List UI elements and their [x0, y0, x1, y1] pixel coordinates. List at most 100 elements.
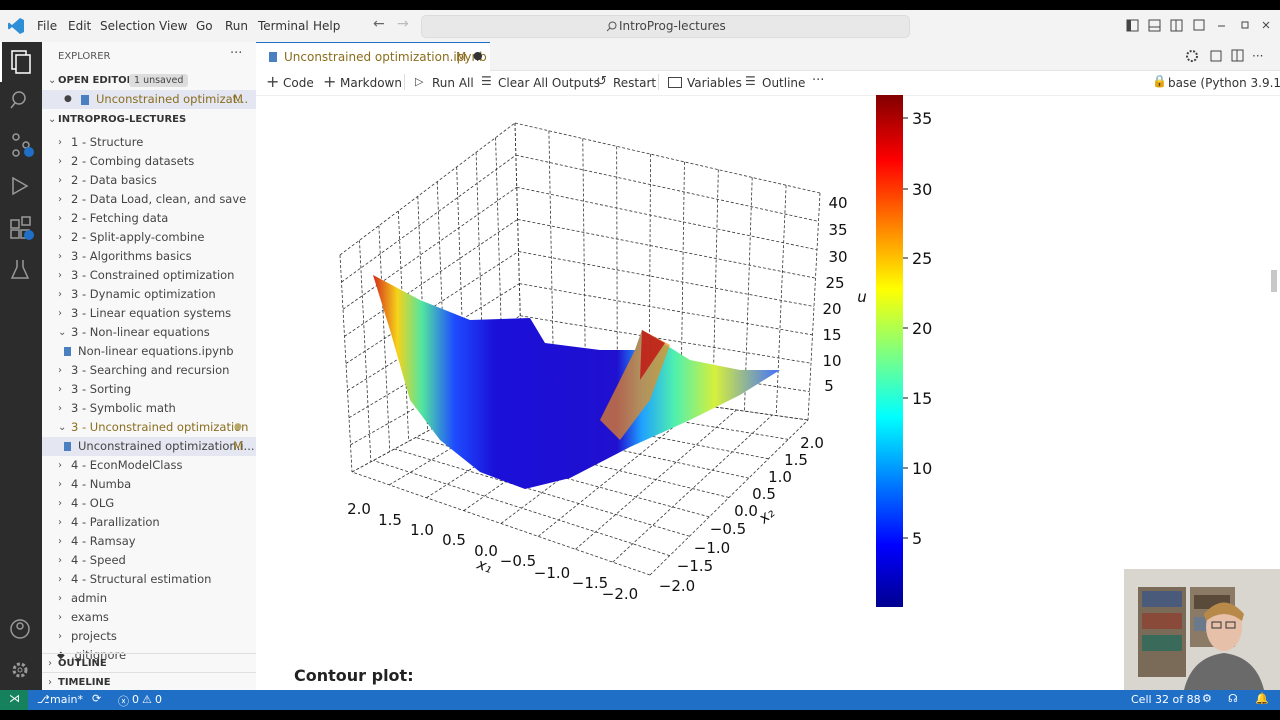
tick-label: 0.5	[752, 485, 776, 503]
tree-item[interactable]: › projects	[42, 627, 256, 646]
tree-item[interactable]: › 3 - Sorting	[42, 380, 256, 399]
tick-label: 0.0	[474, 542, 498, 560]
item-label: 4 - Numba	[71, 477, 132, 491]
menu-item[interactable]: Edit	[68, 19, 92, 33]
scrollbar[interactable]	[1271, 270, 1277, 292]
window-controls	[1126, 19, 1270, 32]
error-count[interactable]: 0	[132, 693, 139, 706]
open-editor-item[interactable]: ● Unconstrained optimizat... M	[42, 90, 256, 109]
back-button[interactable]: ←	[373, 16, 385, 32]
outline-header[interactable]: › OUTLINE	[42, 653, 256, 673]
tree-item[interactable]: › 4 - Numba	[42, 475, 256, 494]
tree-item[interactable]: › 3 - Symbolic math	[42, 399, 256, 418]
toolbar-button[interactable]: Clear All Outputs	[498, 76, 600, 90]
item-label: 4 - OLG	[71, 496, 115, 510]
activity-icons	[0, 42, 34, 678]
item-label: 3 - Non-linear equations	[71, 325, 210, 339]
tree-item[interactable]: › 3 - Searching and recursion	[42, 361, 256, 380]
grid-line	[517, 218, 816, 279]
cell-indicator[interactable]: Cell 32 of 88	[1131, 693, 1201, 706]
tree-item[interactable]: › 3 - Linear equation systems	[42, 304, 256, 323]
tick-label: 5	[912, 529, 922, 548]
tree-item[interactable]: › 1 - Structure	[42, 133, 256, 152]
item-label: 3 - Constrained optimization	[71, 268, 235, 282]
warning-count[interactable]: 0	[155, 693, 162, 706]
tree-item[interactable]: Non-linear equations.ipynb	[42, 342, 256, 361]
section-header: OUTLINE	[58, 658, 107, 669]
kernel-picker[interactable]: base (Python 3.9.15)	[1168, 76, 1280, 90]
tree-item[interactable]: › 4 - Speed	[42, 551, 256, 570]
menu-item[interactable]: Run	[225, 19, 249, 33]
chevron: ›	[58, 289, 62, 300]
tick-label: −0.5	[500, 552, 536, 570]
chevron: ›	[58, 460, 62, 471]
tree-item[interactable]: › 2 - Combing datasets	[42, 152, 256, 171]
tick-label: 1.5	[378, 511, 402, 529]
tree-item[interactable]: › 2 - Split-apply-combine	[42, 228, 256, 247]
tree-item[interactable]: ⌄ 3 - Unconstrained optimization ●	[42, 418, 256, 437]
open-editors-header[interactable]: ⌄ OPEN EDITORS 1 unsaved	[42, 71, 256, 90]
markdown-heading: Contour plot:	[294, 666, 414, 685]
chevron: ›	[58, 308, 62, 319]
tick-label: 15	[822, 326, 841, 344]
toolbar-button[interactable]: Outline	[762, 76, 806, 90]
tree-item[interactable]: › 4 - Ramsay	[42, 532, 256, 551]
more-actions[interactable]: ···	[230, 46, 243, 61]
chevron: ›	[58, 498, 62, 509]
tick-label: 25	[825, 274, 844, 292]
tab-status: M	[456, 50, 467, 64]
tree-item[interactable]: › 2 - Fetching data	[42, 209, 256, 228]
menu-item[interactable]: Go	[196, 19, 213, 33]
toolbar-button[interactable]: Variables	[687, 76, 742, 90]
tree-item[interactable]: › admin	[42, 589, 256, 608]
title-bar: File Edit Selection View Go Run Terminal…	[0, 10, 1280, 42]
remote-indicator[interactable]: ⋊	[0, 690, 28, 710]
grid-line	[378, 225, 391, 452]
workspace-header[interactable]: ⌄ INTROPROG-LECTURES	[42, 110, 256, 129]
webcam-feed	[1124, 569, 1280, 690]
tick-label: −1.0	[534, 564, 570, 582]
tree-item[interactable]: ⌄ 3 - Non-linear equations	[42, 323, 256, 342]
vscode-logo	[8, 18, 24, 34]
tree-item[interactable]: › 4 - EconModelClass	[42, 456, 256, 475]
tree-item[interactable]: › exams	[42, 608, 256, 627]
open-editor-name: Unconstrained optimizat...	[96, 92, 249, 106]
grid-line	[518, 251, 815, 307]
item-label: 1 - Structure	[71, 135, 144, 149]
toolbar-button[interactable]: Code	[283, 76, 314, 90]
toolbar-button[interactable]: Restart	[613, 76, 657, 90]
git-branch[interactable]: main*	[50, 693, 83, 706]
tree-item[interactable]: › 4 - OLG	[42, 494, 256, 513]
toolbar-button[interactable]: Markdown	[340, 76, 402, 90]
svg-text:···: ···	[1252, 49, 1263, 63]
tick-label: 0.0	[734, 502, 758, 520]
tree-item[interactable]: › 3 - Dynamic optimization	[42, 285, 256, 304]
command-center[interactable]: IntroProg-lectures	[421, 15, 910, 38]
tree-item[interactable]: ◆ .gitignore	[42, 646, 256, 665]
item-label: 2 - Data basics	[71, 173, 157, 187]
tick-label: −2.0	[659, 577, 695, 595]
menu-item[interactable]: View	[159, 19, 188, 33]
item-label: 3 - Searching and recursion	[71, 363, 230, 377]
tree-item[interactable]: › 3 - Constrained optimization	[42, 266, 256, 285]
grid-line	[339, 122, 516, 256]
item-label: projects	[71, 629, 117, 643]
tree-item[interactable]: Unconstrained optimization.i... M	[42, 437, 256, 456]
timeline-header[interactable]: › TIMELINE	[42, 672, 256, 690]
toolbar-button[interactable]: Run All	[432, 76, 474, 90]
tree-item[interactable]: › 4 - Parallization	[42, 513, 256, 532]
tree-item[interactable]: › 3 - Algorithms basics	[42, 247, 256, 266]
menu-item[interactable]: Terminal	[258, 19, 309, 33]
menu-item[interactable]: File	[37, 19, 58, 33]
status-bar: ⋊ ⎇ main* ⟳ ⓧ 0 ⚠ 0 Cell 32 of 88 ⚙ ☊ 🔔	[0, 690, 1280, 710]
menu-item[interactable]: Help	[313, 19, 341, 33]
forward-button[interactable]: →	[397, 16, 409, 32]
item-label: 4 - Structural estimation	[71, 572, 212, 586]
unsaved-badge: 1 unsaved	[129, 74, 189, 87]
tree-item[interactable]: › 2 - Data basics	[42, 171, 256, 190]
menu-item[interactable]: Selection	[100, 19, 156, 33]
tree-item[interactable]: › 2 - Data Load, clean, and save	[42, 190, 256, 209]
tree-item[interactable]: › 4 - Structural estimation	[42, 570, 256, 589]
editor-tab[interactable]: Unconstrained optimization.ipynb M ●	[256, 42, 490, 71]
